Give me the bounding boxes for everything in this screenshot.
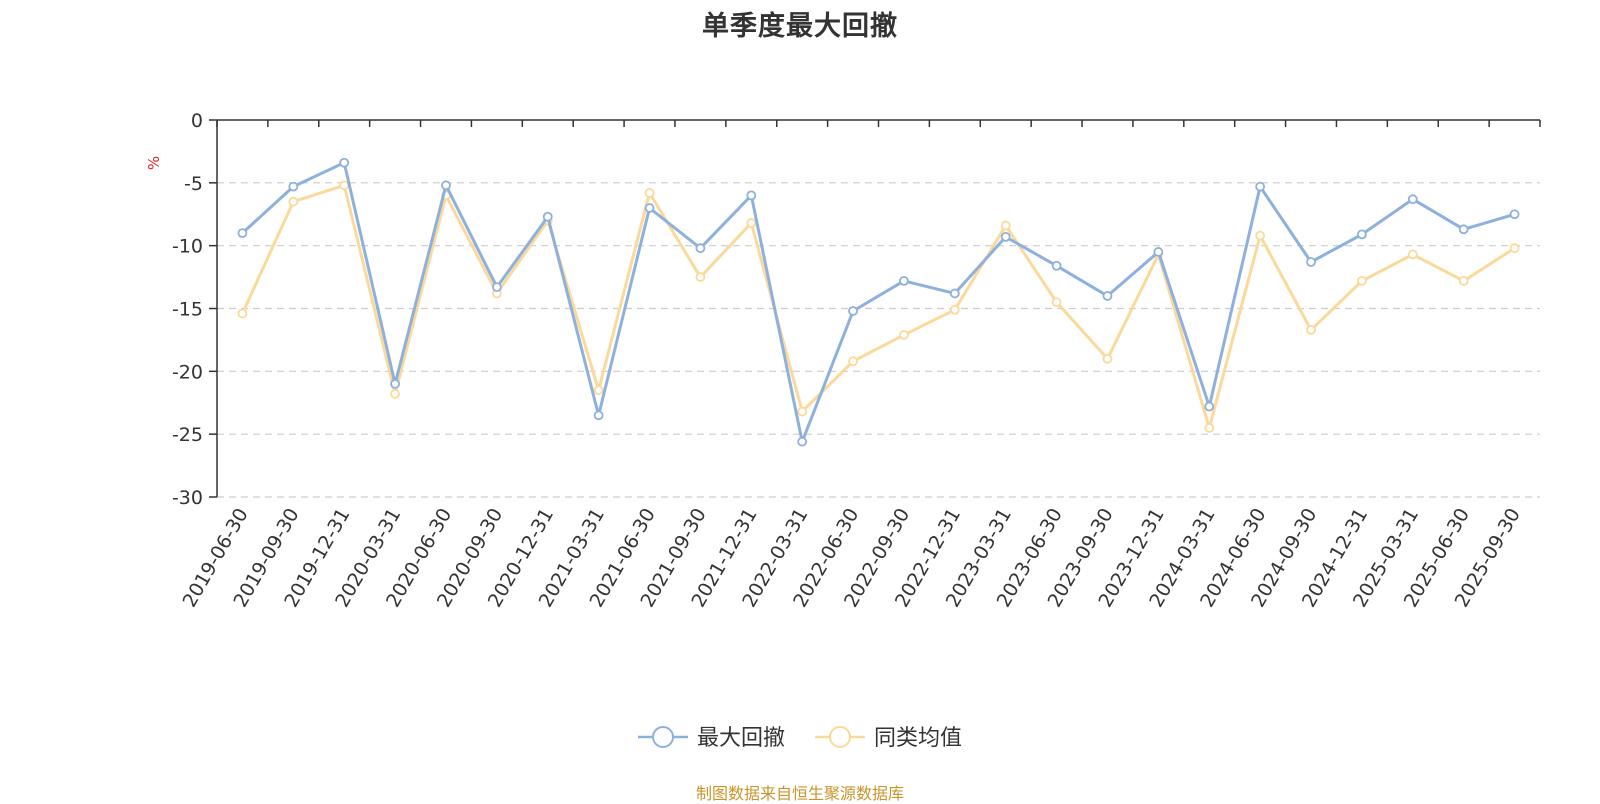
data-point[interactable] xyxy=(1306,257,1316,267)
legend-marker-icon xyxy=(829,726,851,748)
legend-item-max-drawdown[interactable]: 最大回撤 xyxy=(638,726,785,751)
data-point[interactable] xyxy=(237,228,248,239)
data-point[interactable] xyxy=(848,306,858,316)
data-point[interactable] xyxy=(593,385,604,396)
series-line xyxy=(241,161,1516,444)
y-axis-unit-label: % xyxy=(145,156,163,170)
data-point[interactable] xyxy=(288,181,299,192)
data-point[interactable] xyxy=(1102,353,1113,364)
data-point[interactable] xyxy=(1357,275,1367,286)
data-point[interactable] xyxy=(746,190,757,201)
data-point[interactable] xyxy=(949,304,960,315)
axes xyxy=(209,119,1541,498)
y-tick-label: -10 xyxy=(172,236,203,258)
data-point[interactable] xyxy=(1153,247,1164,257)
legend-marker-icon xyxy=(652,726,674,748)
data-point[interactable] xyxy=(1458,275,1469,286)
y-tick-label: -20 xyxy=(172,361,203,383)
data-point[interactable] xyxy=(949,288,960,299)
data-point[interactable] xyxy=(1051,260,1062,271)
data-point[interactable] xyxy=(390,378,400,389)
data-point[interactable] xyxy=(1458,224,1469,235)
series-1 xyxy=(237,157,1520,447)
data-point[interactable] xyxy=(848,356,858,367)
legend-item-peer-average[interactable]: 同类均值 xyxy=(815,726,962,751)
data-source-note: 制图数据来自恒生聚源数据库 xyxy=(695,784,904,803)
data-point[interactable] xyxy=(1000,220,1011,231)
data-point[interactable] xyxy=(1000,231,1011,242)
data-point[interactable] xyxy=(1204,422,1215,433)
data-point[interactable] xyxy=(695,272,706,282)
y-tick-label: 0 xyxy=(191,110,203,132)
data-point[interactable] xyxy=(1102,291,1113,301)
data-point[interactable] xyxy=(441,180,451,191)
data-point[interactable] xyxy=(1509,243,1520,254)
data-point[interactable] xyxy=(1509,209,1520,220)
series-lines xyxy=(237,157,1520,447)
y-tick-label: -25 xyxy=(172,424,203,446)
data-point[interactable] xyxy=(593,410,604,421)
data-point[interactable] xyxy=(1051,297,1062,308)
series-line xyxy=(241,183,1516,430)
data-point[interactable] xyxy=(644,187,655,198)
legend: 最大回撤 同类均值 xyxy=(638,726,962,751)
legend-label: 最大回撤 xyxy=(697,726,785,751)
series-2 xyxy=(237,180,1520,433)
data-point[interactable] xyxy=(797,436,808,447)
data-point[interactable] xyxy=(339,157,350,168)
data-point[interactable] xyxy=(644,203,655,213)
data-point[interactable] xyxy=(339,180,350,191)
chart-title: 单季度最大回撤 xyxy=(702,11,898,42)
data-point[interactable] xyxy=(746,218,757,228)
data-point[interactable] xyxy=(237,308,248,319)
data-point[interactable] xyxy=(1255,181,1266,192)
y-tick-label: -30 xyxy=(172,487,203,509)
data-point[interactable] xyxy=(1306,324,1316,335)
data-point[interactable] xyxy=(1407,194,1418,205)
y-tick-label: -5 xyxy=(184,173,203,195)
data-point[interactable] xyxy=(899,275,909,286)
data-point[interactable] xyxy=(695,243,706,254)
grid-lines xyxy=(217,182,1540,498)
data-point[interactable] xyxy=(288,196,299,207)
data-point[interactable] xyxy=(1407,249,1418,260)
data-point[interactable] xyxy=(1255,230,1266,241)
data-point[interactable] xyxy=(1357,229,1367,240)
y-tick-label: -15 xyxy=(172,299,203,321)
x-tick-labels: 2019-06-302019-09-302019-12-312020-03-31… xyxy=(179,504,1525,611)
data-point[interactable] xyxy=(390,389,400,399)
y-tick-labels: 0 -5 -10 -15 -20 -25 -30 xyxy=(172,110,203,509)
data-point[interactable] xyxy=(1204,401,1215,412)
data-point[interactable] xyxy=(899,329,909,340)
legend-label: 同类均值 xyxy=(874,726,962,751)
data-point[interactable] xyxy=(542,211,553,222)
data-point[interactable] xyxy=(491,282,502,293)
data-point[interactable] xyxy=(797,406,808,417)
